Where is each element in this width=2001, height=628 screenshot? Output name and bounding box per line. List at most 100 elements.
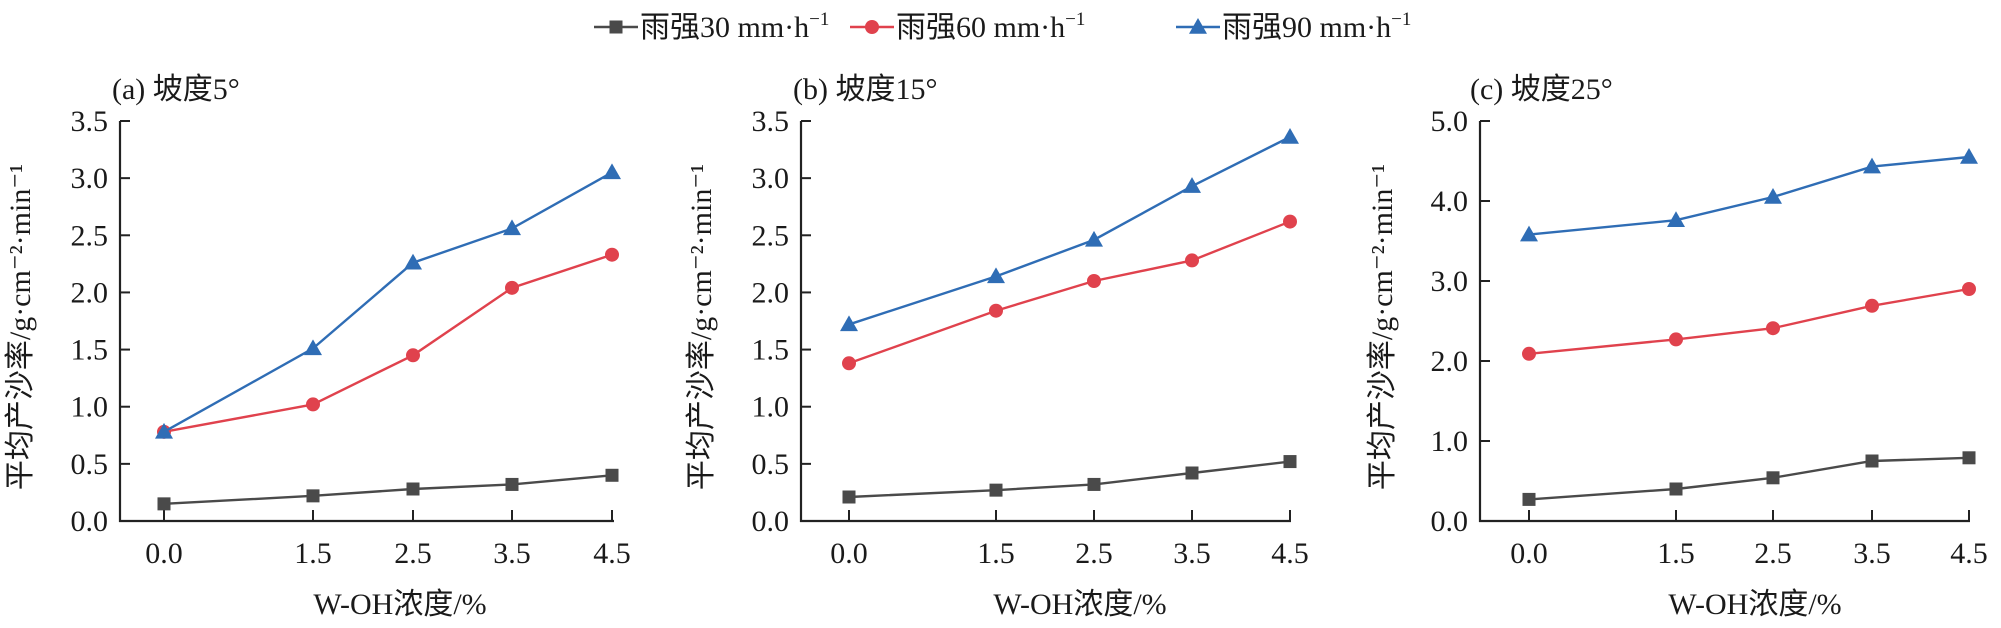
x-tick-label: 2.5 (1075, 537, 1113, 570)
y-tick-label: 1.0 (752, 391, 790, 424)
series-line (848, 220, 1291, 365)
legend-label-sup: −1 (809, 9, 829, 30)
series-circle (1522, 282, 1976, 361)
data-point (406, 348, 420, 363)
y-tick-label: 0.5 (752, 448, 790, 481)
series-circle (842, 214, 1297, 371)
data-point (1185, 253, 1199, 268)
y-tick-label: 2.5 (71, 219, 109, 252)
series-line (1528, 456, 1970, 501)
data-point (989, 483, 1003, 497)
data-point (1281, 128, 1299, 144)
panel-title: (c) 坡度25° (1470, 73, 1613, 106)
legend-label-text: 雨强90 mm·h (1222, 11, 1391, 44)
legend-marker-triangle (1189, 18, 1207, 34)
legend-marker-square (609, 20, 623, 34)
data-point (1766, 471, 1780, 485)
y-tick-label: 3.5 (752, 105, 790, 138)
data-point (989, 303, 1003, 318)
x-tick-label: 3.5 (1173, 537, 1211, 570)
panel-title: (a) 坡度5° (112, 73, 240, 106)
x-tick-label: 2.5 (1754, 537, 1792, 570)
x-tick-label: 1.5 (1657, 537, 1695, 570)
chart-panel-c: (c) 坡度25° 0.0 1.0 2.0 3.0 4.0 5.0 0.0 1.5 2.5 3.5 4… (1366, 73, 1988, 621)
x-tick-label: 0.0 (830, 537, 868, 570)
data-point (1085, 230, 1103, 247)
data-point (157, 497, 171, 511)
y-tick-label: 1.5 (752, 334, 790, 367)
data-point (1669, 332, 1683, 347)
x-tick-label: 1.5 (977, 537, 1015, 570)
legend-item: 雨强30 mm·h−1 (594, 9, 829, 44)
data-point (1087, 274, 1101, 288)
series-line (848, 460, 1291, 499)
legend-label-sup: −1 (1065, 9, 1085, 30)
series-line (1528, 155, 1970, 236)
y-tick-label: 1.5 (71, 334, 109, 367)
legend-label-text: 雨强30 mm·h (640, 11, 809, 44)
x-tick-label: 3.5 (493, 537, 531, 570)
data-point (1962, 451, 1976, 465)
data-point (1283, 455, 1297, 469)
legend-label: 雨强30 mm·h−1 (640, 9, 829, 44)
panel-title: (b) 坡度15° (793, 73, 937, 106)
series-line (163, 474, 613, 506)
y-tick-label: 3.0 (1431, 265, 1469, 298)
data-point (1522, 346, 1536, 361)
y-tick-label: 2.0 (752, 276, 790, 309)
series-square (842, 455, 1297, 504)
series-line (163, 171, 613, 433)
series-line (848, 135, 1291, 326)
data-point (155, 422, 173, 439)
y-tick-label: 4.0 (1431, 185, 1469, 218)
legend: 雨强30 mm·h−1 雨强60 mm·h−1 雨强90 mm·h−1 (594, 9, 1411, 44)
data-point (1087, 477, 1101, 491)
data-point (306, 489, 320, 503)
data-point (605, 247, 619, 262)
data-point (840, 315, 858, 332)
x-tick-label: 0.0 (145, 537, 183, 570)
series-square (1522, 451, 1976, 506)
series-triangle (155, 163, 621, 439)
y-tick-label: 1.0 (71, 391, 109, 424)
chart-panel-b: (b) 坡度15° 0.0 0.5 1.0 1.5 2.0 2.5 3.0 3.5 0.0 1.5 2… (685, 73, 1309, 621)
data-point (842, 490, 856, 504)
y-tick-label: 0.5 (71, 448, 109, 481)
y-tick-label: 3.0 (71, 162, 109, 195)
data-point (1185, 466, 1199, 480)
x-axis-title: W-OH浓度/% (313, 588, 486, 621)
data-point (1962, 282, 1976, 296)
data-point (603, 163, 621, 180)
data-point (1183, 177, 1201, 193)
x-axis-title: W-OH浓度/% (993, 588, 1166, 621)
data-point (306, 397, 320, 412)
legend-item: 雨强60 mm·h−1 (850, 9, 1085, 44)
y-tick-label: 0.0 (752, 505, 790, 538)
x-tick-label: 4.5 (1950, 537, 1988, 570)
legend-label: 雨强60 mm·h−1 (896, 9, 1085, 44)
series-triangle (1520, 148, 1978, 242)
data-point (406, 482, 420, 496)
y-tick-label: 2.0 (71, 276, 109, 309)
x-tick-label: 1.5 (294, 537, 332, 570)
data-point (1766, 321, 1780, 336)
legend-label: 雨强90 mm·h−1 (1222, 9, 1411, 44)
y-tick-label: 5.0 (1431, 105, 1469, 138)
y-tick-label: 2.5 (752, 219, 790, 252)
y-tick-label: 1.0 (1431, 425, 1469, 458)
data-point (505, 477, 519, 491)
data-point (404, 253, 422, 270)
y-tick-label: 3.0 (752, 162, 790, 195)
x-tick-label: 4.5 (593, 537, 631, 570)
x-axis-title: W-OH浓度/% (1668, 588, 1841, 621)
data-point (1522, 492, 1536, 506)
series-line (163, 253, 613, 434)
legend-marker-circle (865, 20, 879, 34)
y-axis-title: 平均产沙率/g·cm⁻²·min⁻¹ (4, 164, 37, 490)
series-line (1528, 287, 1970, 355)
data-point (1283, 214, 1297, 229)
data-point (987, 267, 1005, 284)
data-point (1764, 188, 1782, 204)
y-axis-title: 平均产沙率/g·cm⁻²·min⁻¹ (1366, 164, 1399, 490)
